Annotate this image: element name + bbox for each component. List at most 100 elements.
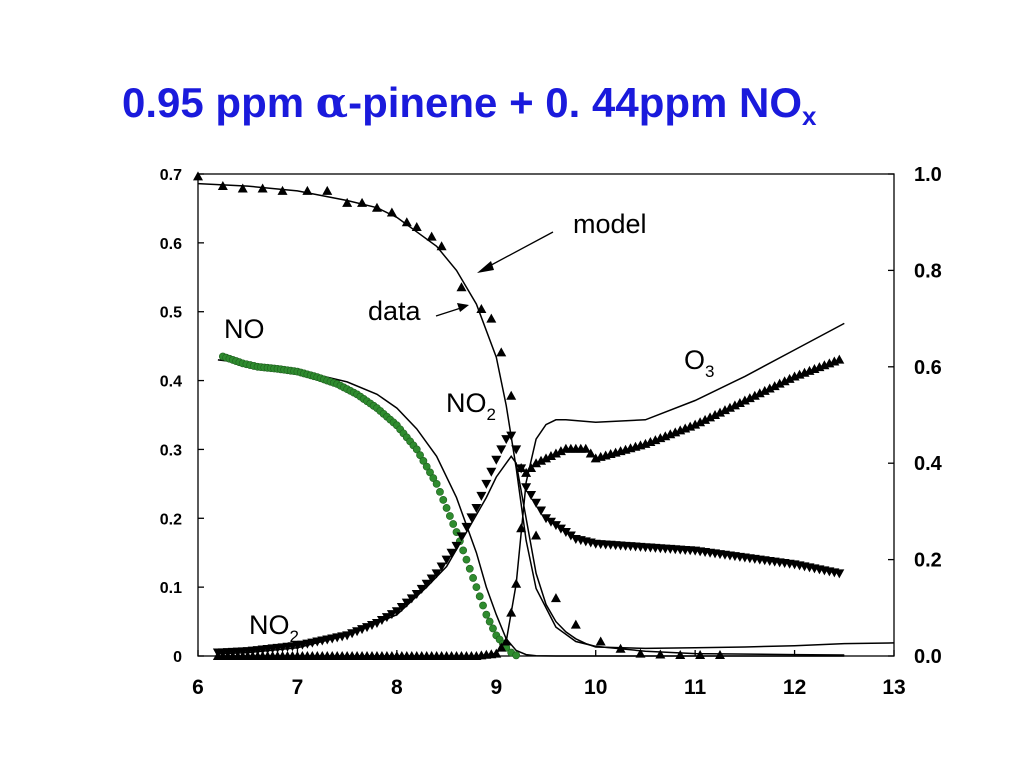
pinene-point — [516, 463, 527, 473]
o3-point — [710, 410, 721, 419]
o3-point — [705, 412, 716, 422]
no2-point — [401, 598, 412, 608]
no-point — [429, 474, 438, 483]
o3-point — [541, 453, 551, 463]
no-model-line — [217, 359, 845, 657]
no-point — [449, 520, 458, 528]
pinene-point — [570, 619, 581, 629]
no2-point — [426, 574, 437, 584]
y-left-tick-label: 0.4 — [160, 374, 182, 391]
model-arrow — [481, 231, 554, 271]
o3-point — [754, 388, 765, 398]
no-point — [432, 479, 441, 488]
y-left-tick-label: 0.2 — [160, 511, 182, 528]
pinene-point — [635, 648, 646, 658]
o3-text: O — [684, 345, 705, 375]
pinene-point — [615, 643, 626, 653]
x-tick-label: 9 — [490, 676, 502, 699]
y-right-tick-label: 0.2 — [914, 550, 942, 572]
markers — [193, 171, 845, 660]
no2-top-text: NO — [446, 388, 487, 418]
no-label: NO — [224, 314, 265, 344]
left-axis: 0 0.1 0.2 0.3 0.4 0.5 0.6 0.7 — [160, 167, 204, 666]
no2-point — [476, 491, 487, 501]
x-tick-label: 12 — [783, 676, 806, 699]
o3-point — [779, 376, 790, 386]
no2-point — [471, 503, 482, 513]
x-tick-label: 10 — [584, 676, 607, 699]
pinene-point — [715, 650, 725, 660]
no2-point — [451, 541, 462, 551]
no-point — [512, 651, 521, 660]
data-label: data — [368, 296, 422, 326]
no2-point — [381, 613, 392, 623]
o3-point — [501, 636, 512, 646]
no2-point — [511, 445, 522, 455]
no2-point — [406, 594, 417, 604]
no2-point — [371, 618, 382, 628]
no-point — [465, 564, 474, 573]
pinene-point — [322, 185, 333, 195]
plot-frame — [197, 173, 895, 657]
right-axis: 0.0 0.2 0.4 0.6 0.8 1.0 — [888, 164, 943, 668]
no-point — [419, 457, 428, 465]
pinene-point — [436, 241, 447, 251]
no-point — [445, 512, 454, 520]
no2-model-line — [217, 455, 895, 655]
no2-point — [491, 455, 502, 465]
x-tick-label: 8 — [391, 676, 403, 699]
no-point — [489, 624, 497, 633]
title-middle: -pinene + 0. 44ppm NO — [348, 79, 803, 126]
o3-point — [555, 446, 566, 456]
y-right-tick-label: 0.0 — [914, 646, 942, 668]
o3-point — [550, 448, 561, 458]
pinene-point — [257, 183, 268, 193]
y-left-tick-label: 0.5 — [160, 305, 182, 322]
pinene-point — [193, 171, 203, 181]
no2-top-label: NO2 — [446, 388, 496, 424]
title-prefix: 0.95 ppm — [122, 79, 316, 126]
data-arrow-head — [457, 303, 469, 312]
no2-point — [834, 569, 845, 579]
y-right-tick-label: 1.0 — [914, 164, 942, 186]
no2-point — [506, 431, 517, 441]
no-point — [482, 610, 491, 619]
slide-title: 0.95 ppm α-pinene + 0. 44ppm NOx — [0, 78, 1024, 132]
no2-point — [441, 555, 452, 565]
pinene-point — [237, 183, 248, 193]
no-point — [416, 451, 424, 460]
pinene-point — [695, 650, 706, 660]
o3-point — [536, 455, 547, 465]
o3-point — [496, 642, 507, 652]
pinene-point — [371, 202, 382, 212]
x-tick-label: 6 — [192, 676, 204, 699]
pinene-point — [401, 217, 412, 227]
o3-point — [491, 648, 502, 658]
y-left-tick-label: 0 — [173, 649, 182, 666]
no2-point — [531, 498, 542, 508]
no-point — [485, 617, 494, 626]
no-point — [462, 555, 471, 564]
title-alpha-symbol: α — [315, 78, 349, 127]
pinene-point — [496, 347, 507, 357]
no2-point — [456, 532, 467, 542]
pinene-point — [357, 197, 368, 207]
no2-point — [461, 522, 472, 532]
pinene-point — [411, 222, 422, 232]
no-point — [475, 592, 484, 601]
no-point — [426, 468, 434, 477]
no2-point — [536, 506, 547, 516]
no2-point — [396, 602, 407, 612]
no-point — [412, 445, 421, 454]
no2-point — [411, 590, 422, 600]
o3-point — [769, 381, 780, 391]
model-lines — [197, 182, 895, 657]
y-left-tick-label: 0.6 — [160, 236, 182, 253]
x-tick-label: 13 — [882, 676, 905, 699]
no-point — [459, 546, 468, 555]
no2-point — [496, 445, 507, 455]
no-point — [479, 601, 487, 610]
pinene-point — [456, 282, 467, 292]
x-tick-label: 11 — [684, 676, 707, 699]
